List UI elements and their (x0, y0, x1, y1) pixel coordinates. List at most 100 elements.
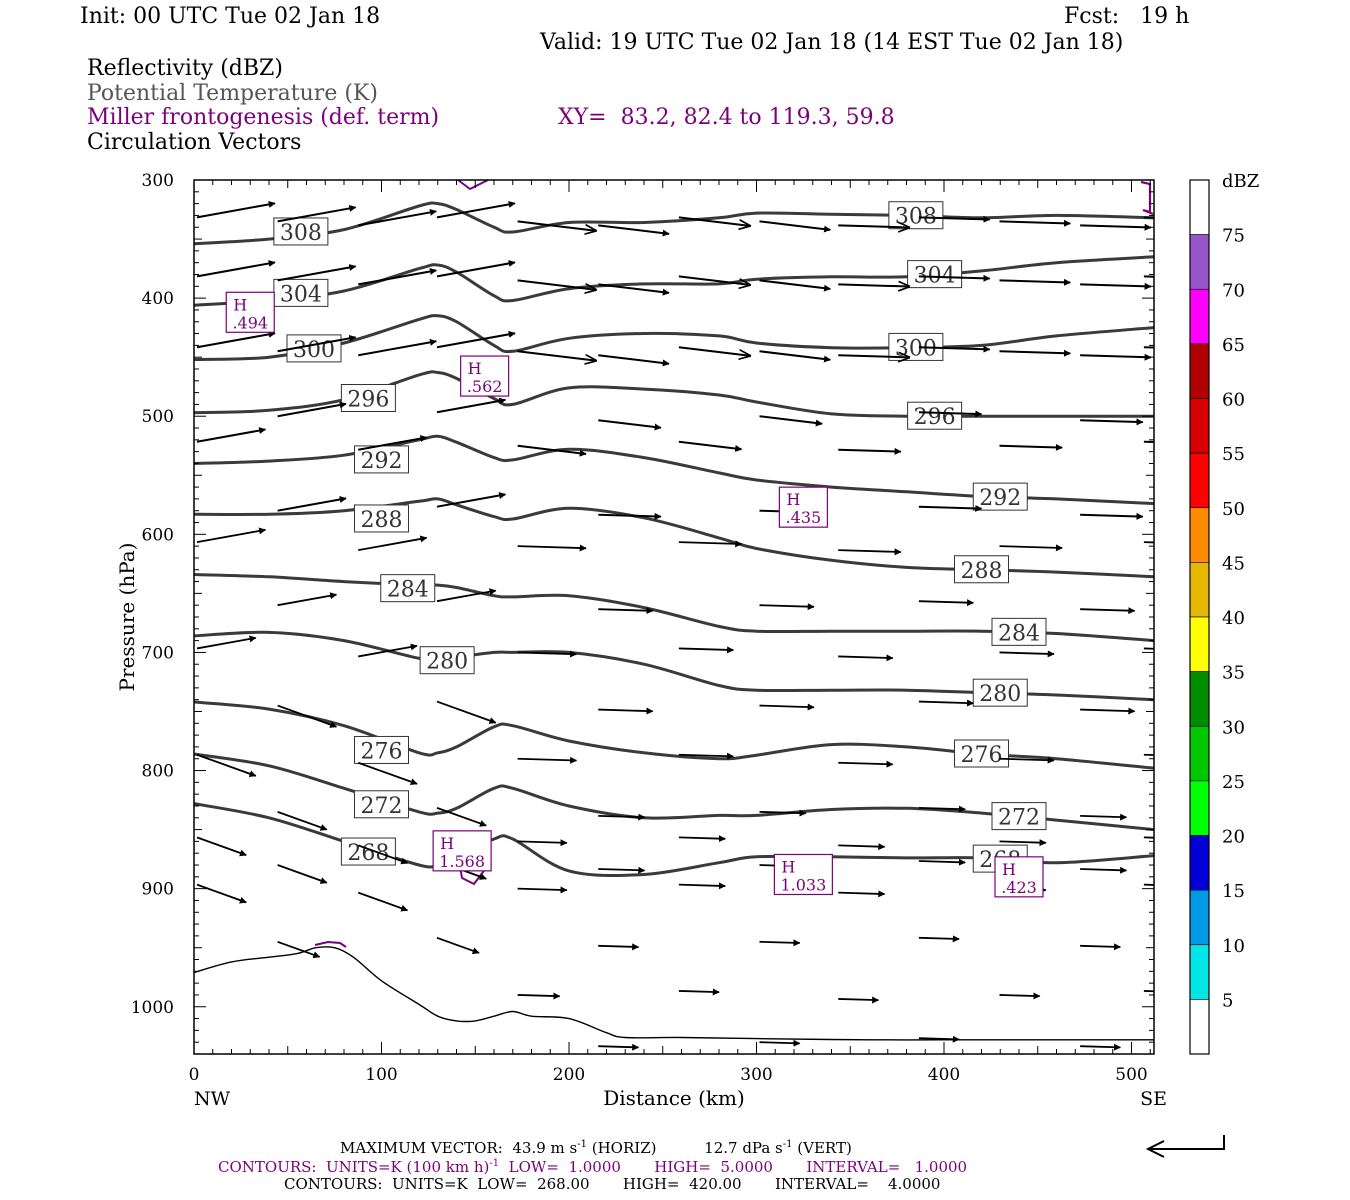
circulation-vector (517, 839, 568, 847)
circulation-vector (436, 200, 516, 219)
colorbar-label: 30 (1222, 717, 1245, 738)
circulation-vector (759, 279, 831, 292)
y-tick-label: 300 (142, 171, 174, 191)
x-end-label-nw: NW (194, 1088, 231, 1110)
circulation-vector (277, 204, 357, 223)
field-reflectivity: Reflectivity (dBZ) (87, 56, 283, 81)
circulation-vector (277, 592, 338, 607)
circulation-vector (436, 492, 507, 508)
circulation-vector (999, 839, 1047, 847)
colorbar-segment (1189, 999, 1210, 1055)
theta-contour-296 (194, 370, 1154, 418)
circulation-vector (999, 756, 1055, 764)
colorbar-segment (1189, 179, 1210, 235)
theta-label-272: 272 (361, 794, 403, 819)
fronto-max-box (994, 856, 1044, 898)
circulation-vector (598, 607, 654, 615)
fronto-max-value: 1.033 (780, 875, 826, 894)
colorbar-label: 15 (1222, 881, 1245, 902)
colorbar-label: 65 (1222, 335, 1245, 356)
colorbar-label: 20 (1222, 827, 1245, 848)
circulation-vector (1080, 418, 1144, 426)
circulation-vector (436, 260, 516, 278)
terrain-line (194, 946, 1154, 1041)
circulation-vector (598, 813, 646, 821)
circulation-vector (918, 504, 983, 512)
theta-label-box (954, 555, 1009, 584)
colorbar-label: 50 (1222, 499, 1245, 520)
theta-label-292: 292 (361, 449, 403, 474)
fronto-max-label: H (1002, 860, 1016, 879)
circulation-vector (1080, 707, 1136, 715)
theta-label-276: 276 (961, 743, 1003, 768)
circulation-vectors (196, 200, 1154, 1051)
fronto-contour-terrain (314, 940, 347, 948)
circulation-vector (1143, 836, 1154, 839)
fronto-max-value: .494 (232, 313, 268, 332)
y-tick-label: 600 (142, 525, 174, 545)
fronto-max-label: H (468, 359, 482, 378)
circulation-vector (678, 440, 743, 452)
theta-label-304: 304 (280, 282, 322, 307)
colorbar-frame (1189, 179, 1210, 1055)
circulation-vector (678, 752, 735, 760)
y-tick-label: 1000 (131, 998, 174, 1018)
forecast-hour: Fcst: 19 h (1064, 4, 1190, 29)
circulation-vector (918, 699, 975, 707)
circulation-vector (678, 216, 750, 225)
y-tick-label: 900 (142, 880, 174, 900)
circulation-vector (1080, 866, 1128, 874)
theta-label-box (972, 678, 1028, 707)
circulation-vector (277, 811, 328, 831)
circulation-vector (838, 996, 880, 1004)
circulation-vector (838, 225, 909, 227)
circulation-vector (999, 278, 1071, 286)
colorbar-label: 25 (1222, 772, 1245, 793)
circulation-vector (517, 220, 596, 230)
circulation-vector (759, 939, 801, 947)
colorbar-segment (1189, 562, 1210, 618)
circulation-vector (358, 643, 418, 658)
circulation-vector (598, 224, 670, 237)
circulation-vector (678, 346, 750, 355)
colorbar-segment (1189, 234, 1210, 290)
fronto-max-box (778, 486, 828, 528)
x-tick-label: 400 (928, 1065, 960, 1085)
circulation-vector (277, 864, 328, 884)
circulation-vector (999, 544, 1063, 552)
circulation-vector (838, 654, 894, 662)
circulation-vector (357, 891, 409, 912)
circulation-vector (598, 707, 654, 715)
circulation-vector (598, 512, 662, 520)
colorbar-segment (1189, 780, 1210, 836)
fronto-contour-right (1140, 180, 1154, 216)
circulation-vector (918, 345, 991, 353)
circulation-vector (517, 279, 596, 289)
circulation-vector (436, 807, 487, 827)
colorbar-segment (1189, 452, 1210, 509)
circulation-vector (196, 836, 247, 857)
colorbar-segment (1189, 398, 1210, 454)
theta-label-box (888, 201, 944, 230)
circulation-vector (357, 761, 418, 786)
colorbar-segment (1189, 288, 1210, 345)
circulation-vector (999, 219, 1071, 227)
circulation-vector (196, 753, 257, 778)
fronto-max-label: H (786, 490, 800, 509)
circulation-vector (196, 527, 267, 544)
fronto-max-value: .423 (1001, 878, 1037, 897)
fronto-max-value: 1.568 (439, 852, 485, 871)
theta-contour-280 (194, 630, 1154, 702)
circulation-vector (1080, 943, 1122, 951)
circulation-vector (838, 760, 894, 768)
circulation-vector (358, 435, 428, 451)
circulation-vector (357, 844, 409, 865)
circulation-vector (918, 858, 966, 866)
circulation-vector (598, 283, 670, 296)
colorbar-segment (1189, 835, 1210, 891)
theta-label-288: 288 (361, 508, 403, 533)
circulation-vector (196, 635, 257, 650)
colorbar-label: 35 (1222, 663, 1245, 684)
circulation-vector (1080, 813, 1128, 821)
